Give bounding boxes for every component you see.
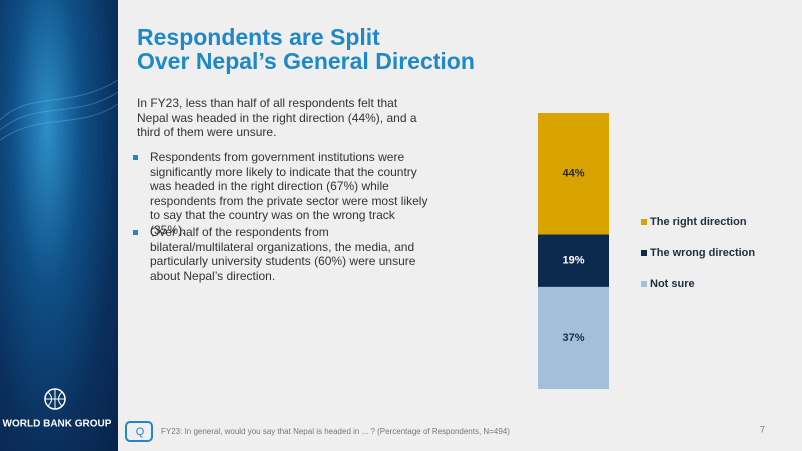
bar-segment: [538, 234, 609, 287]
bullet-mark: [133, 230, 138, 235]
legend-swatch: [641, 219, 647, 225]
value-label: 19%: [562, 255, 584, 267]
title: Respondents are Split: [137, 24, 380, 50]
title: Over Nepal’s General Direction: [137, 48, 475, 74]
value-label: 44%: [562, 168, 584, 180]
bar-segment: [538, 113, 609, 235]
legend-label: The right direction: [650, 216, 747, 228]
value-label: 37%: [562, 332, 584, 344]
intro: In FY23, less than half of all responden…: [137, 96, 417, 139]
bullet-mark: [133, 155, 138, 160]
footnote-icon-letter: Q: [136, 426, 145, 438]
bullet: Respondents from government institutions…: [150, 150, 428, 237]
bullet: Over half of the respondents from bilate…: [150, 225, 416, 283]
footnote: FY23: In general, would you say that Nep…: [161, 427, 510, 436]
sidebar: WORLD BANK GROUP: [0, 0, 119, 451]
legend-label: The wrong direction: [650, 247, 755, 259]
legend-swatch: [641, 281, 647, 287]
bar-segment: [538, 286, 609, 389]
footnote-icon: [125, 421, 153, 442]
brand: WORLD BANK GROUP: [3, 419, 112, 430]
page-number: 7: [760, 424, 765, 434]
sidebar-art: WORLD BANK GROUP: [0, 79, 119, 430]
legend-label: Not sure: [650, 278, 695, 290]
legend-swatch: [641, 250, 647, 256]
